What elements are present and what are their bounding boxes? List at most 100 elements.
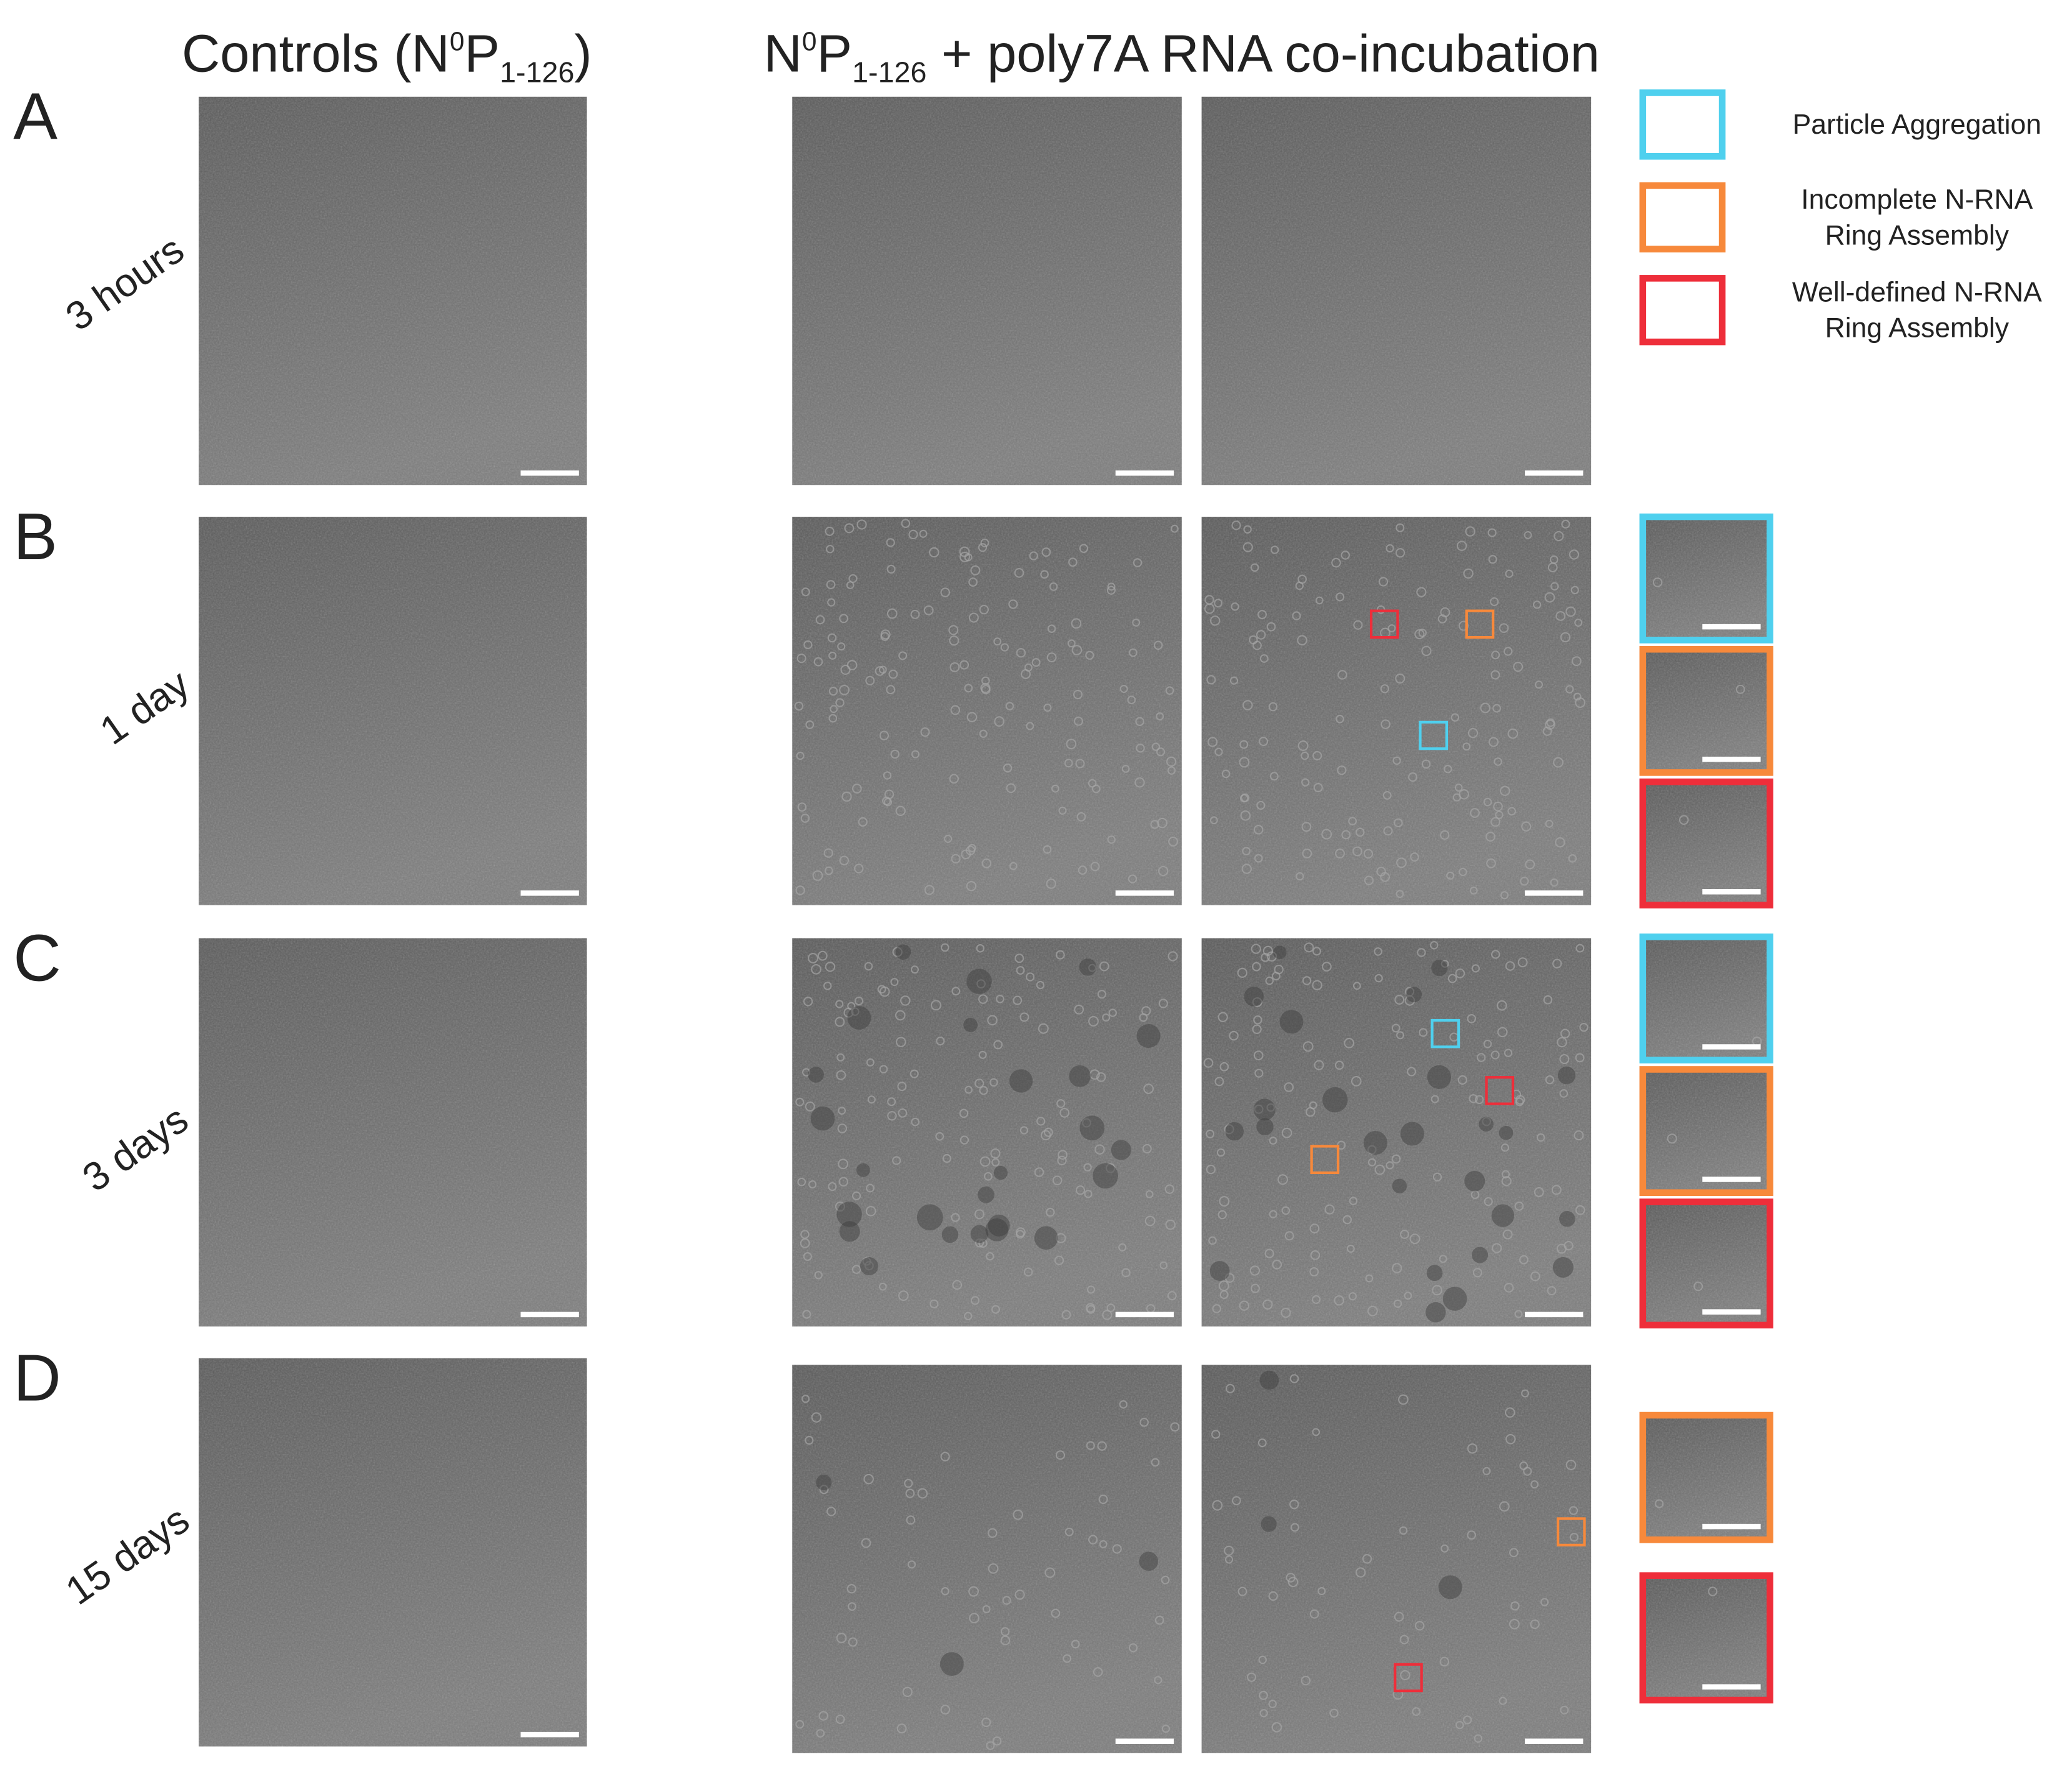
particle xyxy=(1331,557,1341,568)
particle xyxy=(981,858,992,869)
particle xyxy=(1474,1095,1484,1105)
particle xyxy=(1073,690,1083,700)
particle xyxy=(1462,742,1471,751)
particle xyxy=(1501,1170,1510,1178)
aggregate xyxy=(1261,1516,1277,1532)
particle xyxy=(852,784,862,794)
particle xyxy=(1246,1672,1257,1682)
particle xyxy=(1513,662,1524,672)
particle xyxy=(1170,524,1179,533)
particle xyxy=(1079,544,1089,553)
inset-frame xyxy=(1639,778,1773,908)
particle xyxy=(1250,563,1259,572)
particle xyxy=(1159,1261,1168,1270)
legend-swatch xyxy=(1639,275,1726,346)
particle xyxy=(1297,574,1307,584)
particle xyxy=(802,1068,811,1077)
particle xyxy=(1395,548,1405,558)
particle xyxy=(1013,1509,1023,1520)
particle xyxy=(988,1563,999,1574)
particle xyxy=(1499,1501,1510,1512)
particle xyxy=(838,1177,848,1187)
particle xyxy=(1482,1117,1492,1127)
particle xyxy=(1024,663,1033,672)
particle xyxy=(949,635,959,646)
particle xyxy=(1157,865,1169,877)
particle xyxy=(1480,702,1491,714)
particle xyxy=(1455,1721,1464,1730)
particle xyxy=(982,1605,991,1613)
particle xyxy=(1094,1144,1105,1155)
particle xyxy=(1204,603,1215,614)
particle xyxy=(1329,1708,1339,1718)
particle xyxy=(1254,1068,1264,1078)
controls-header: Controls (N0P1-126) xyxy=(182,24,592,89)
particle xyxy=(1469,886,1478,895)
row-letter: C xyxy=(13,921,61,995)
particle xyxy=(1105,1163,1116,1173)
particle xyxy=(839,684,850,695)
micrograph-noise xyxy=(792,517,1182,905)
particle xyxy=(981,685,991,695)
particle xyxy=(1483,1040,1492,1048)
particle xyxy=(1301,822,1312,832)
particle xyxy=(1465,526,1475,537)
particle xyxy=(1521,821,1532,832)
particle xyxy=(1560,632,1571,643)
particle xyxy=(1575,1053,1585,1063)
particle xyxy=(1309,1609,1319,1619)
particle xyxy=(1269,772,1279,781)
particle xyxy=(951,987,961,996)
particle xyxy=(911,750,920,759)
particle xyxy=(795,1720,805,1729)
aggregate xyxy=(1322,1087,1348,1113)
particle xyxy=(1367,1145,1377,1155)
particle xyxy=(1214,599,1223,608)
particle xyxy=(1096,1072,1106,1082)
particle xyxy=(1128,1643,1138,1653)
particle xyxy=(1119,1400,1128,1409)
particle xyxy=(1078,865,1088,875)
particle xyxy=(1257,610,1267,620)
particle xyxy=(984,1172,993,1181)
particle xyxy=(1133,558,1143,567)
particle xyxy=(1383,826,1393,836)
particle xyxy=(907,1560,916,1569)
particle xyxy=(1554,530,1564,542)
particle xyxy=(1336,592,1345,602)
particle xyxy=(836,1070,846,1080)
particle xyxy=(1486,858,1496,869)
particle xyxy=(1430,940,1439,950)
inset-frame xyxy=(1639,1572,1773,1704)
particle xyxy=(1462,1715,1472,1725)
particle xyxy=(1412,1707,1421,1716)
particle xyxy=(1121,765,1130,773)
particle xyxy=(1224,1273,1235,1283)
inset-frame xyxy=(1639,1198,1773,1329)
coincubation-header: N0P1-126 + poly7A RNA co-incubation xyxy=(764,24,1600,89)
aggregate xyxy=(1079,958,1097,976)
micrograph xyxy=(199,1358,587,1747)
particle xyxy=(1168,836,1179,847)
particle xyxy=(1545,1075,1555,1085)
particle xyxy=(1229,676,1239,685)
particle xyxy=(1447,973,1457,983)
header-part: Controls (N xyxy=(182,24,450,83)
particle xyxy=(1391,1023,1400,1033)
particle xyxy=(1257,1438,1267,1448)
particle xyxy=(1504,647,1513,656)
particle xyxy=(1296,872,1304,881)
particle xyxy=(1312,1428,1321,1436)
particle xyxy=(901,519,911,529)
particle xyxy=(1281,1206,1291,1215)
aggregate xyxy=(1273,945,1287,959)
particle xyxy=(1253,825,1264,835)
particle xyxy=(1472,1268,1482,1278)
particle xyxy=(1203,1058,1214,1068)
particle xyxy=(1500,1143,1510,1152)
aggregate xyxy=(1259,1370,1279,1390)
particle xyxy=(1555,610,1566,621)
particle xyxy=(1504,1407,1515,1418)
micrograph-noise xyxy=(1643,1203,1769,1324)
particle xyxy=(1044,1567,1056,1578)
